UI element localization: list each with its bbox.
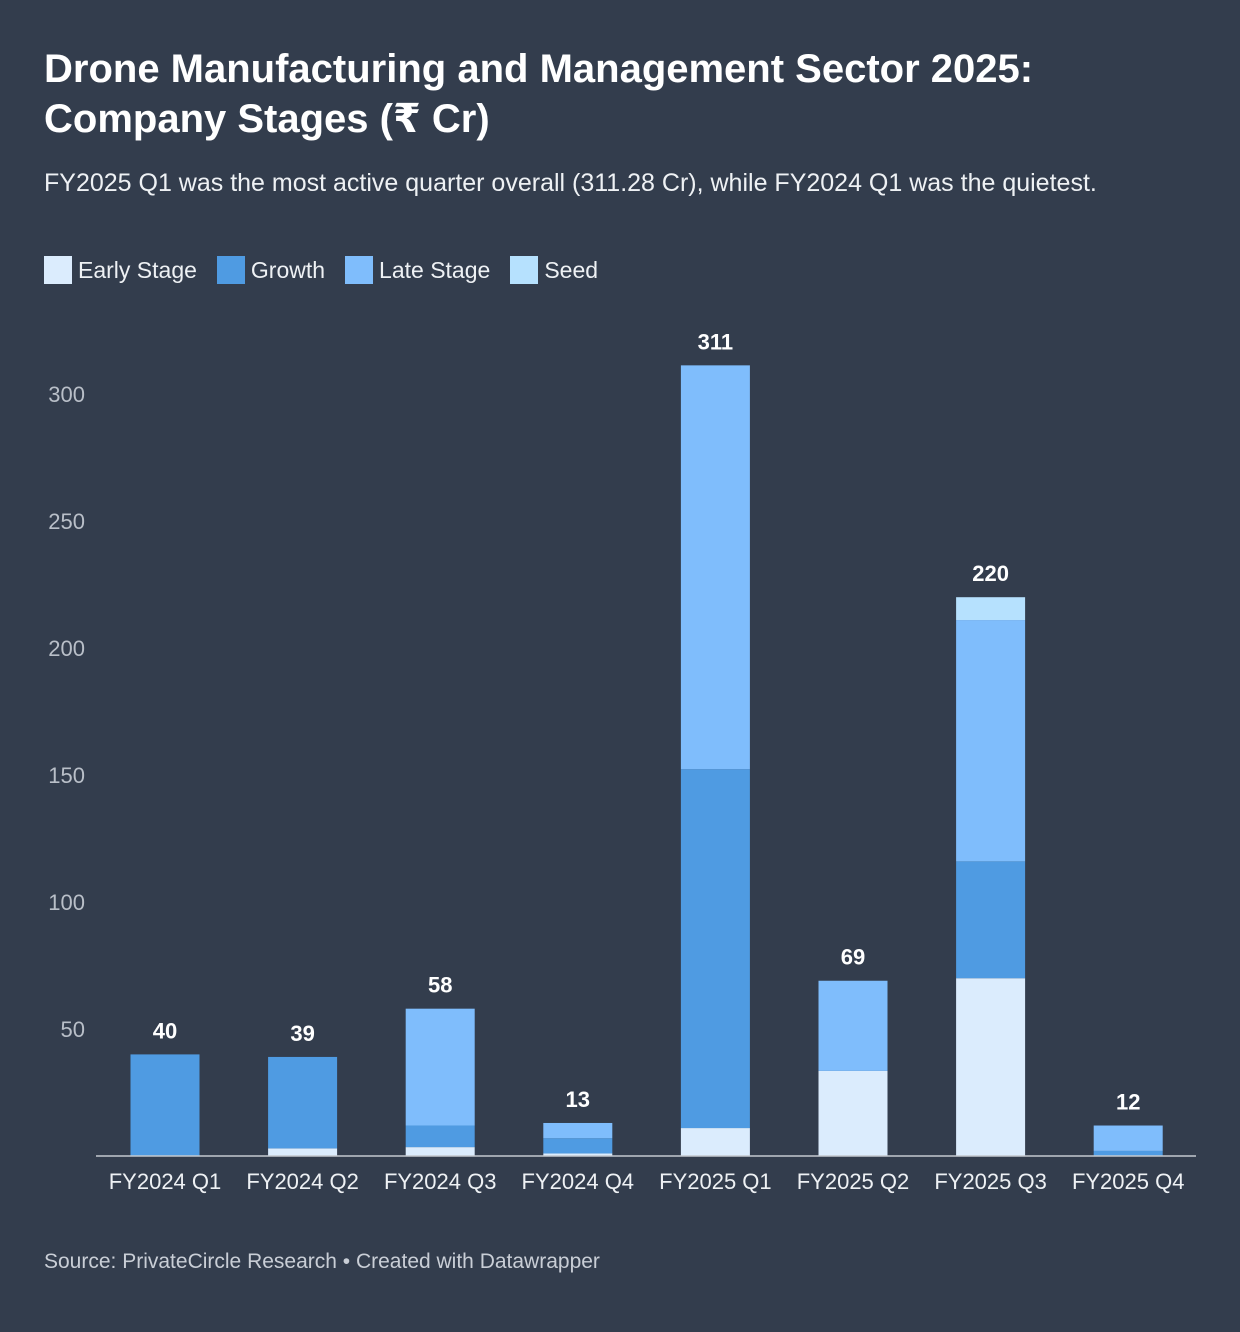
bar-segment xyxy=(818,1070,888,1156)
legend-swatch xyxy=(510,256,539,284)
bar-total-label: 12 xyxy=(1116,1090,1140,1115)
bar-total-label: 13 xyxy=(566,1087,590,1112)
bar-segment xyxy=(1093,1150,1163,1156)
bar-segment xyxy=(956,620,1026,862)
stacked-bar-chart: 50 100 150 200 250 300 40 FY2024 Q1 39 FY2024 Q2 5… xyxy=(48,329,1196,1194)
y-tick-label: 100 xyxy=(48,890,85,915)
chart-subtitle: FY2025 Q1 was the most active quarter ov… xyxy=(44,169,1097,197)
bar-segment xyxy=(405,1147,475,1156)
bar-total-label: 311 xyxy=(698,329,734,354)
chart-title: Drone Manufacturing and Management Secto… xyxy=(44,47,1034,141)
bar-segment xyxy=(268,1148,338,1156)
bar-total-label: 220 xyxy=(972,561,1009,586)
bar-total-label: 40 xyxy=(153,1018,177,1043)
x-tick-label: FY2025 Q1 xyxy=(659,1169,772,1194)
bar-segment xyxy=(956,597,1026,621)
bar-segment xyxy=(956,978,1026,1156)
legend-item: Late Stage xyxy=(345,256,490,284)
y-tick-label: 200 xyxy=(48,636,85,661)
bar-segment xyxy=(1093,1125,1163,1151)
legend-label: Late Stage xyxy=(379,256,491,283)
bar-total-label: 39 xyxy=(290,1021,314,1046)
x-tick-label: FY2024 Q3 xyxy=(384,1169,497,1194)
x-tick-label: FY2024 Q2 xyxy=(246,1169,359,1194)
bar-segment xyxy=(680,769,750,1129)
legend-label: Seed xyxy=(544,256,599,283)
bar-segment xyxy=(130,1054,200,1156)
bar-segment xyxy=(956,861,1026,979)
bar-segment xyxy=(818,980,888,1071)
legend-swatch xyxy=(44,256,72,284)
legend-label: Growth xyxy=(250,256,326,283)
bar-segment xyxy=(680,365,750,770)
bar-segment xyxy=(680,1128,750,1156)
y-tick-label: 50 xyxy=(61,1017,85,1042)
bar-segment xyxy=(405,1008,475,1126)
bar-segment xyxy=(543,1122,613,1139)
bar-segment xyxy=(405,1125,475,1148)
x-tick-label: FY2025 Q4 xyxy=(1072,1169,1185,1194)
legend: Early Stage Growth Late Stage Seed xyxy=(44,256,618,284)
bar-total-label: 69 xyxy=(841,945,865,970)
legend-item: Growth xyxy=(216,256,326,284)
source-note: Source: PrivateCircle Research • Created… xyxy=(44,1250,600,1273)
bar-total-label: 58 xyxy=(428,973,452,998)
x-tick-label: FY2024 Q1 xyxy=(109,1169,222,1194)
legend-item: Early Stage xyxy=(44,256,197,284)
x-tick-label: FY2025 Q3 xyxy=(934,1169,1047,1194)
bar-segment xyxy=(543,1138,613,1154)
y-tick-label: 250 xyxy=(48,509,85,534)
y-tick-label: 300 xyxy=(48,382,85,407)
x-tick-label: FY2025 Q2 xyxy=(797,1169,910,1194)
y-tick-label: 150 xyxy=(48,763,85,788)
bar-segment xyxy=(543,1153,613,1156)
legend-swatch xyxy=(216,256,245,284)
legend-label: Early Stage xyxy=(78,256,197,283)
legend-item: Seed xyxy=(510,256,598,284)
x-tick-label: FY2024 Q4 xyxy=(522,1169,635,1194)
bar-segment xyxy=(268,1056,338,1149)
legend-swatch xyxy=(345,256,374,284)
